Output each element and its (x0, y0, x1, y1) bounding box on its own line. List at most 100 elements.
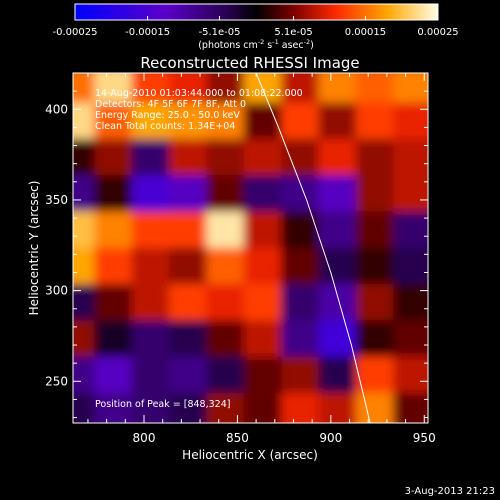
heatmap-cell (169, 102, 213, 145)
heatmap-cell (281, 356, 325, 399)
y-tick-label: 350 (45, 193, 68, 207)
heatmap-cell (393, 175, 428, 218)
heatmap-cell (355, 138, 400, 182)
heatmap-cell (131, 283, 176, 327)
heatmap-cell (206, 175, 250, 218)
heatmap-cell (281, 392, 325, 423)
heatmap-cell (318, 211, 362, 254)
heatmap-cell (318, 102, 362, 145)
heatmap-cell (393, 320, 428, 363)
heatmap-cell (243, 211, 288, 254)
heatmap-cell (243, 356, 288, 399)
heatmap-cell (318, 175, 362, 218)
colorbar-tick-label: -0.00025 (53, 27, 98, 38)
heatmap-cell (281, 247, 325, 290)
heatmap-cell (206, 247, 250, 290)
plot-frame (72, 72, 429, 424)
heatmap-cell (169, 320, 213, 363)
heatmap-cell (206, 356, 250, 399)
colorbar-tick-label: -0.00015 (125, 27, 170, 38)
heatmap-cell (318, 356, 362, 399)
heatmap-cell (393, 138, 428, 182)
heatmap-cell (94, 247, 138, 290)
heatmap-cell (393, 392, 428, 423)
heatmap-cell (169, 356, 213, 399)
heatmap-cell (243, 175, 288, 218)
annotation-block: 14-Aug-2010 01:03:44.000 to 01:08:22.000… (95, 88, 303, 132)
heatmap-cell (94, 392, 138, 423)
heatmap-cell (243, 320, 288, 363)
heatmap-cell (131, 356, 176, 399)
heatmap-cell (281, 175, 325, 218)
heatmap-cell (131, 320, 176, 363)
x-axis-label: Heliocentric X (arcsec) (182, 448, 318, 462)
heatmap-cell (169, 392, 213, 423)
heatmap-cell (243, 102, 288, 145)
heatmap-cell (355, 175, 400, 218)
x-tick-label: 900 (319, 431, 342, 445)
heatmap-cell (318, 138, 362, 182)
heatmap-cell (318, 392, 362, 423)
heatmap-cell (73, 138, 101, 182)
y-tick-label: 400 (45, 102, 68, 116)
heatmap-cell (393, 102, 428, 145)
annotation-line: Clean Total counts: 1.34E+04 (95, 121, 235, 132)
heatmap-cell (206, 102, 250, 145)
colorbar-tick-label: 0.00025 (417, 27, 458, 38)
heatmap-cell (131, 102, 176, 145)
heatmap-cell (243, 247, 288, 290)
colorbar-tick-label: 0.00015 (345, 27, 386, 38)
heatmap-cell (131, 247, 176, 290)
annotation-line: Detectors: 4F 5F 6F 7F 8F, Att 0 (95, 99, 246, 110)
heatmap-cell (355, 211, 400, 254)
heatmap-cell (318, 247, 362, 290)
heatmap-cell (131, 211, 176, 254)
annotation-line: 14-Aug-2010 01:03:44.000 to 01:08:22.000 (95, 88, 303, 99)
heatmap-cell (94, 175, 138, 218)
heatmap-cell (393, 211, 428, 254)
heatmap-cell (355, 283, 400, 327)
heatmap-cell (131, 392, 176, 423)
heatmap-cell (94, 138, 138, 182)
heatmap-cell (243, 392, 288, 423)
colorbar-units: (photons cm-2 s-1 asec-2) (198, 38, 314, 51)
heatmap-cell (281, 138, 325, 182)
annotation-line: Energy Range: 25.0 - 50.0 keV (95, 110, 240, 121)
chart-title: Reconstructed RHESSI Image (140, 54, 359, 72)
x-tick-label: 950 (413, 431, 436, 445)
heatmap-cell (94, 283, 138, 327)
x-tick-label: 850 (226, 431, 249, 445)
y-axis-label: Heliocentric Y (arcsec) (27, 181, 41, 316)
heatmap-image (73, 73, 428, 423)
heatmap-cell (281, 102, 325, 145)
heatmap-cell (355, 392, 400, 423)
heatmap-cell (73, 320, 101, 363)
heatmap-cell (355, 102, 400, 145)
footer-date: 3-Aug-2013 21:23 (405, 486, 495, 497)
heatmap-cell (169, 247, 213, 290)
heatmap-cell (206, 138, 250, 182)
heatmap-cell (94, 356, 138, 399)
heatmap-cell (94, 211, 138, 254)
heatmap-cell (131, 138, 176, 182)
peak-position-label: Position of Peak = [848,324] (95, 399, 230, 410)
heatmap-cell (243, 138, 288, 182)
heatmap-cell (94, 320, 138, 363)
heatmap-cell (169, 211, 213, 254)
heatmap-cell (206, 211, 250, 254)
y-tick-label: 300 (45, 284, 68, 298)
heatmap-cell (73, 392, 101, 423)
y-tick-label: 250 (45, 374, 68, 388)
heatmap-cell (131, 175, 176, 218)
heatmap-cell (355, 320, 400, 363)
heatmap-cell (393, 283, 428, 327)
heatmap-cell (355, 247, 400, 290)
colorbar-tick-label: 5.1e-05 (274, 27, 312, 38)
heatmap-cell (243, 283, 288, 327)
heatmap-cell (73, 211, 101, 254)
heatmap-cell (169, 283, 213, 327)
heatmap-cell (206, 283, 250, 327)
colorbar-tick-label: -5.1e-05 (198, 27, 240, 38)
heatmap-cell (393, 247, 428, 290)
